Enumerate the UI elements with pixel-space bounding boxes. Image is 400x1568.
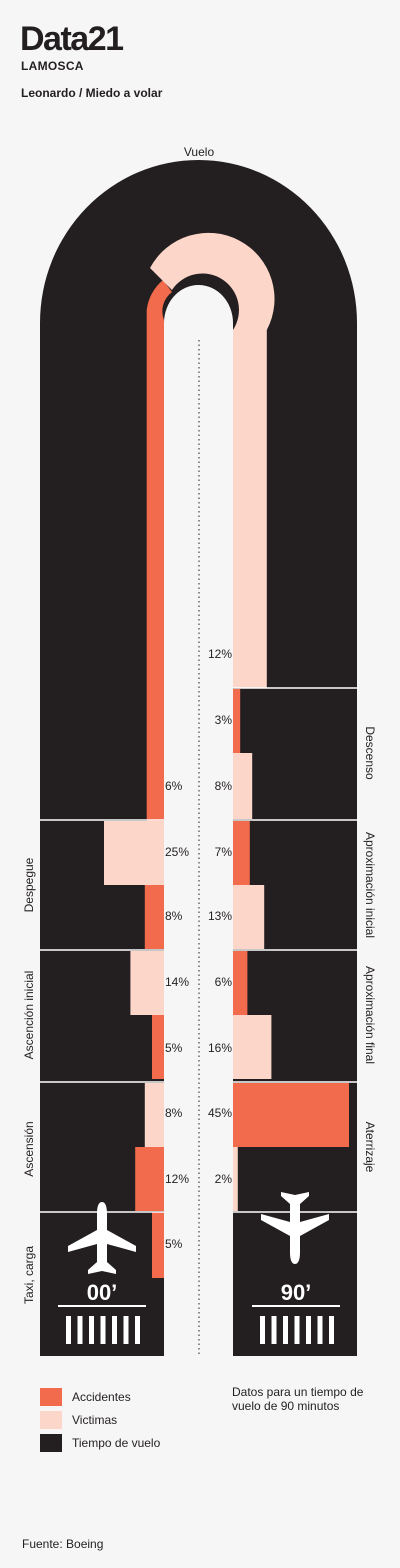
runway-mark-right-3 xyxy=(294,1316,300,1344)
label-victims-aprox-final: 16% xyxy=(208,1041,232,1055)
label-accidents-vuelo: 6% xyxy=(165,779,183,793)
airplane-landing-icon xyxy=(261,1192,329,1264)
bar-accidents-aterrizaje xyxy=(233,1083,349,1147)
airplane-takeoff-icon xyxy=(68,1202,136,1274)
flight-phase-chart: Vuelo 6% 25% 8% 14% 5% 8% 12% 5% 12% 3% 8% 7% 13% 6% 16… xyxy=(22,145,377,1356)
legend-label-flight-time: Tiempo de vuelo xyxy=(72,1436,161,1450)
label-victims-aterrizaje: 2% xyxy=(215,1172,233,1186)
bar-victims-aprox-final xyxy=(233,1015,272,1079)
label-victims-descenso: 8% xyxy=(215,779,233,793)
bar-victims-descenso xyxy=(233,753,253,819)
runway-mark-left-0 xyxy=(66,1316,71,1344)
brand-title: Data21 xyxy=(20,20,124,58)
label-accidents-ascension: 12% xyxy=(165,1172,189,1186)
label-victims-aprox-inicial: 13% xyxy=(208,909,232,923)
runway-mark-right-6 xyxy=(329,1316,334,1344)
bar-accidents-descenso xyxy=(233,689,241,753)
runway-mark-left-2 xyxy=(89,1316,94,1344)
phase-label-ascension: Ascensión xyxy=(22,1121,36,1176)
phase-label-ascencion-inicial: Ascención inicial xyxy=(22,971,36,1060)
runway-mark-right-2 xyxy=(283,1316,288,1344)
legend-item-victims: Victimas xyxy=(40,1409,160,1431)
legend-item-flight-time: Tiempo de vuelo xyxy=(40,1432,160,1454)
label-accidents-taxi: 5% xyxy=(165,1237,183,1251)
bar-victims-ascension xyxy=(144,1083,164,1147)
phase-label-descenso: Descenso xyxy=(363,726,377,780)
bar-victims-aterrizaje xyxy=(233,1147,238,1211)
label-victims-vuelo: 12% xyxy=(208,647,232,661)
bar-victims-vuelo xyxy=(150,232,275,688)
bar-accidents-vuelo xyxy=(146,280,172,821)
legend-swatch-flight-time xyxy=(40,1434,62,1452)
label-accidents-aterrizaje: 45% xyxy=(208,1106,232,1120)
label-accidents-aprox-inicial: 7% xyxy=(215,845,233,859)
bar-victims-ascencion-inicial xyxy=(130,951,164,1015)
phase-label-aproximacion-inicial: Aproximación inicial xyxy=(363,832,377,938)
label-accidents-despegue: 8% xyxy=(165,909,183,923)
label-victims-despegue: 25% xyxy=(165,845,189,859)
bar-victims-aprox-inicial xyxy=(233,885,265,949)
legend: Accidentes Victimas Tiempo de vuelo xyxy=(40,1386,160,1455)
label-accidents-descenso: 3% xyxy=(215,713,233,727)
taxi-end-underline xyxy=(252,1305,340,1307)
runway-mark-right-0 xyxy=(260,1316,265,1344)
runway-mark-left-6 xyxy=(135,1316,140,1344)
byline: Leonardo / Miedo a volar xyxy=(21,86,163,100)
phase-label-aterrizaje: Aterrizaje xyxy=(363,1122,377,1173)
bar-accidents-ascension xyxy=(135,1147,164,1211)
top-flight-label: Vuelo xyxy=(184,145,215,159)
label-victims-ascension: 8% xyxy=(165,1106,183,1120)
runway-mark-left-4 xyxy=(112,1316,117,1344)
bar-accidents-aprox-inicial xyxy=(233,821,250,885)
bar-accidents-aprox-final xyxy=(233,951,248,1015)
legend-item-accidents: Accidentes xyxy=(40,1386,160,1408)
runway-mark-left-1 xyxy=(77,1316,83,1344)
phase-label-aproximacion-final: Aproximación final xyxy=(363,966,377,1064)
bar-victims-despegue xyxy=(104,821,164,885)
data-note: Datos para un tiempo de vuelo de 90 minu… xyxy=(232,1385,364,1413)
label-accidents-aprox-final: 6% xyxy=(215,975,233,989)
source-credit: Fuente: Boeing xyxy=(22,1537,104,1551)
runway-mark-right-4 xyxy=(306,1316,311,1344)
publisher-name: LAMOSCA xyxy=(21,59,84,73)
phase-label-taxi-carga: Taxi, carga xyxy=(22,1246,36,1304)
runway-mark-right-1 xyxy=(271,1316,277,1344)
legend-swatch-accidents xyxy=(40,1388,62,1406)
legend-label-accidents: Accidentes xyxy=(72,1390,131,1404)
runway-mark-left-5 xyxy=(123,1316,129,1344)
label-accidents-ascencion-inicial: 5% xyxy=(165,1041,183,1055)
bar-accidents-taxi xyxy=(152,1212,164,1278)
phase-label-despegue: Despegue xyxy=(22,857,36,912)
bar-accidents-despegue xyxy=(144,885,164,949)
taxi-start-time-label: 00’ xyxy=(87,1280,118,1305)
taxi-end-time-label: 90’ xyxy=(281,1280,312,1305)
label-victims-ascencion-inicial: 14% xyxy=(165,975,189,989)
bar-accidents-ascencion-inicial xyxy=(152,1015,164,1079)
legend-swatch-victims xyxy=(40,1411,62,1429)
taxi-start-underline xyxy=(58,1305,146,1307)
runway-mark-left-3 xyxy=(100,1316,106,1344)
runway-mark-right-5 xyxy=(317,1316,323,1344)
legend-label-victims: Victimas xyxy=(72,1413,118,1427)
